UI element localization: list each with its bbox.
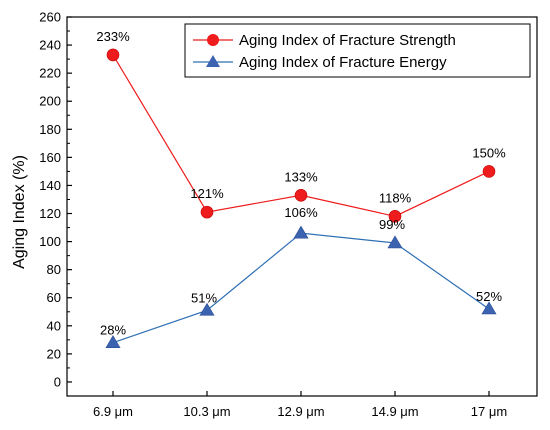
legend-label: Aging Index of Fracture Strength [239,32,456,49]
x-tick-label: 10.3 μm [183,404,230,419]
data-point [200,205,214,219]
y-tick-label: 260 [39,10,61,25]
data-point [105,335,121,348]
series-fracture-strength: 233% 121% 133% 118% 150% [96,29,506,223]
data-point [199,302,215,316]
data-label: 52% [476,289,502,304]
legend-marker [206,55,220,67]
data-point [294,188,308,202]
x-axis: 6.9 μm 10.3 μm 12.9 μm 14.9 μm 17 μm [93,391,507,419]
plot-frame [66,16,538,397]
data-point [387,235,403,249]
plot-border [66,16,538,397]
data-point [388,210,402,223]
data-label: 106% [284,205,318,220]
x-tick-label: 17 μm [471,404,507,419]
y-tick-label: 240 [39,38,61,53]
y-axis: 0 20 40 60 80 100 120 140 160 180 200 220 240 260 [39,10,72,389]
data-point [106,48,120,62]
series-line [112,232,490,344]
y-tick-label: 200 [39,94,61,109]
y-tick-label: 40 [47,318,61,333]
data-label: 133% [284,169,318,184]
y-tick-label: 100 [39,234,61,249]
data-label: 99% [379,217,405,232]
y-axis-title: Aging Index (%) [11,155,28,269]
data-label: 150% [472,145,506,160]
series-fracture-energy: 28% 51% 106% 99% 52% [100,205,502,348]
y-tick-label: 0 [54,374,61,389]
data-point [481,301,497,315]
data-label: 51% [191,290,217,305]
y-tick-label: 80 [47,262,61,277]
legend-marker [207,34,219,46]
legend-label: Aging Index of Fracture Energy [239,54,447,71]
data-point [482,165,496,178]
data-label: 118% [379,190,412,205]
legend-box [184,23,531,78]
y-tick-label: 180 [39,122,61,137]
y-tick-label: 60 [47,290,61,305]
y-tick-label: 220 [39,66,61,81]
y-tick-label: 20 [47,346,61,361]
x-tick-label: 14.9 μm [371,404,418,419]
data-point [293,225,309,239]
data-label: 28% [100,323,126,338]
y-tick-label: 140 [39,178,61,193]
legend: Aging Index of Fracture Strength Aging In… [184,23,531,78]
data-label: 233% [96,29,130,44]
x-tick-label: 6.9 μm [93,404,133,419]
y-tick-label: 160 [39,150,61,165]
data-label: 121% [190,186,224,201]
series-layer: 233% 121% 133% 118% 150% 28% 51% 106% 99% 52% [96,29,506,348]
y-tick-label: 120 [39,206,61,221]
x-tick-label: 12.9 μm [277,404,324,419]
